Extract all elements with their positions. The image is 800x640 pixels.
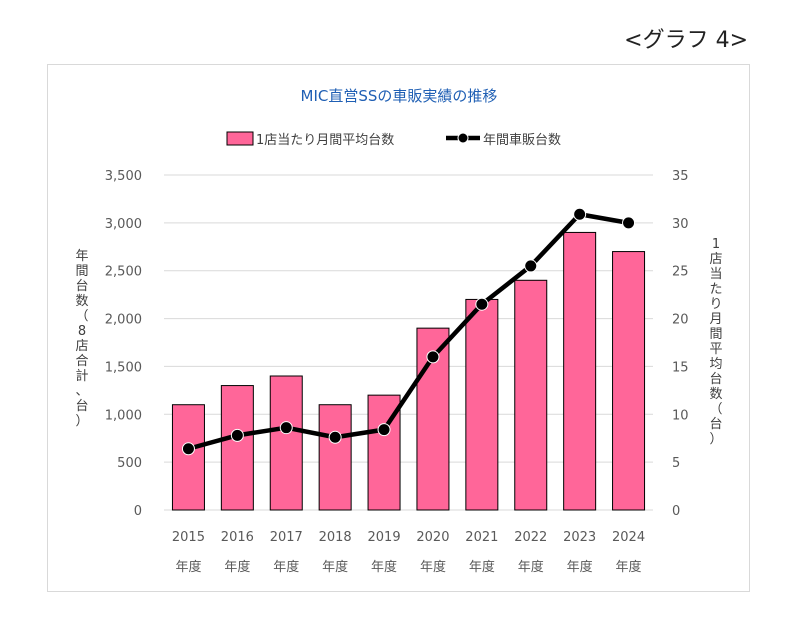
bar [612,251,646,511]
bar-series [171,231,646,511]
chart-area: MIC直営SSの車販実績の推移 1店当たり月間平均台数 年間車販台数 0 500 1,… [47,64,750,592]
x-tick-label: 2018 [319,530,352,545]
x-tick-label: 2019 [368,530,401,545]
x-tick-label: 2020 [416,530,449,545]
right-tick-label: 35 [672,169,689,184]
x-tick-suffix: 年度 [518,559,544,575]
line-point [230,428,244,442]
legend-bar-swatch [226,131,254,146]
x-axis-ticks: 2015 年度 2016 年度 2017 年度 2018 年度 2019 年度 2020 年度 2021… [172,530,645,575]
line-point [475,297,489,311]
chart-svg: MIC直営SSの車販実績の推移 1店当たり月間平均台数 年間車販台数 0 500 1,… [75,87,722,575]
line-point [377,423,391,437]
left-tick-label: 2,000 [105,313,142,328]
axis-titles: 年間台数（ 8 店合計、台） 1 店当たり月間平均台数（台） [75,237,722,447]
legend-line-marker [457,132,469,144]
legend: 1店当たり月間平均台数 年間車販台数 [226,131,561,148]
chart-title: MIC直営SSの車販実績の推移 [301,87,498,105]
left-tick-label: 3,000 [105,217,142,232]
x-tick-suffix: 年度 [420,559,446,575]
line-point [181,442,195,456]
x-tick-label: 2017 [270,530,303,545]
line-point [279,421,293,435]
line-point [524,259,538,273]
left-tick-label: 1,500 [105,360,142,375]
x-tick-label: 2024 [612,530,645,545]
x-tick-label: 2021 [465,530,498,545]
right-tick-label: 25 [672,265,689,280]
right-tick-label: 5 [672,456,680,471]
legend-line-label: 年間車販台数 [483,133,561,148]
bar [318,404,352,511]
bar [465,298,499,511]
series-line [187,211,629,451]
x-tick-suffix: 年度 [175,559,201,575]
x-tick-suffix: 年度 [616,559,642,575]
x-tick-suffix: 年度 [273,559,299,575]
line-point [328,430,342,444]
bar [563,231,597,511]
left-axis-ticks: 0 500 1,000 1,500 2,000 2,500 3,000 3,500 [105,169,142,519]
right-tick-label: 20 [672,313,689,328]
right-tick-label: 30 [672,217,689,232]
left-tick-label: 2,500 [105,265,142,280]
right-axis-ticks: 0 5 10 15 20 25 30 35 [672,169,689,519]
legend-bar-label: 1店当たり月間平均台数 [256,133,394,148]
left-tick-label: 1,000 [105,408,142,423]
left-tick-label: 3,500 [105,169,142,184]
bar [220,385,254,511]
line-series [181,207,636,456]
line-point [622,216,636,230]
x-tick-suffix: 年度 [567,559,593,575]
x-tick-suffix: 年度 [224,559,250,575]
line-point [426,350,440,364]
left-tick-label: 500 [117,456,142,471]
x-tick-suffix: 年度 [322,559,348,575]
bar [269,375,303,511]
right-tick-label: 0 [672,504,680,519]
line-point [573,207,587,221]
x-tick-label: 2015 [172,530,205,545]
bar [514,279,548,511]
x-tick-label: 2023 [563,530,596,545]
bar [171,404,205,511]
x-tick-label: 2016 [221,530,254,545]
left-axis-title: 年間台数（ 8 店合計、台） [75,249,88,429]
right-tick-label: 15 [672,360,689,375]
x-tick-suffix: 年度 [469,559,495,575]
x-tick-suffix: 年度 [371,559,397,575]
graph-number-label: <グラフ 4> [624,28,748,53]
right-tick-label: 10 [672,408,689,423]
x-tick-label: 2022 [514,530,547,545]
left-tick-label: 0 [134,504,142,519]
right-axis-title: 1 店当たり月間平均台数（台） [709,237,722,447]
